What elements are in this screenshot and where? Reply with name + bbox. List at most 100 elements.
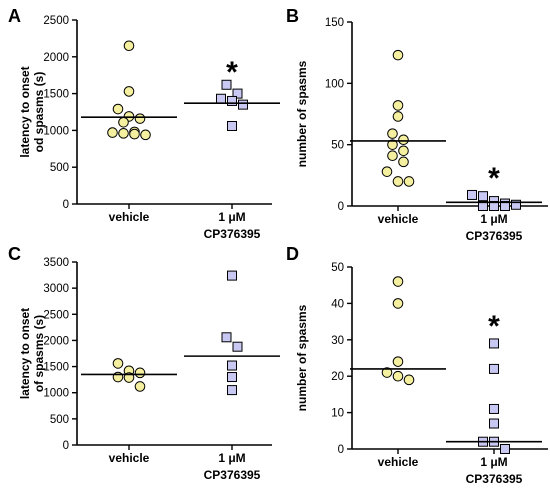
y-tick-label: 2000: [43, 52, 69, 64]
y-tick-label: 20: [331, 371, 344, 383]
y-tick-label: 3500: [43, 257, 69, 269]
category-label: CP376395: [204, 227, 261, 241]
y-tick-label: 0: [338, 201, 344, 213]
y-tick-label: 1500: [43, 89, 69, 101]
data-point-circle: [392, 276, 404, 287]
data-point-circle: [118, 117, 129, 128]
data-point-circle: [392, 370, 404, 382]
data-point-square: [227, 372, 237, 383]
y-tick-label: 2500: [43, 15, 69, 27]
data-point-square: [489, 418, 499, 429]
data-point-circle: [381, 166, 393, 177]
data-point-circle: [392, 176, 404, 187]
data-point-circle: [392, 111, 404, 122]
category-label: vehicle: [378, 455, 419, 469]
panel-letter: C: [8, 244, 21, 264]
panel-d: D 0 10 20 30 40 50 vehicle 1 μM CP376395 number of…: [286, 244, 548, 486]
category-label: CP376395: [204, 468, 261, 482]
category-label: 1 μM: [480, 212, 507, 226]
data-point-circle: [392, 298, 404, 309]
data-point-circle: [392, 356, 404, 367]
panel-letter: B: [286, 6, 299, 26]
data-point-square: [227, 360, 237, 371]
data-point-square: [500, 444, 510, 454]
data-point-square: [216, 93, 226, 104]
category-label: vehicle: [109, 451, 150, 465]
y-axis-title: latency to onset: [18, 308, 32, 399]
data-point-circle: [123, 40, 135, 52]
y-axis-title: number of spasms: [295, 304, 309, 411]
data-point-circle: [387, 128, 398, 139]
significance-star: *: [488, 162, 500, 195]
category-label: 1 μM: [218, 210, 245, 224]
data-point-circle: [398, 134, 409, 146]
y-tick-label: 40: [331, 298, 344, 310]
data-point-circle: [107, 127, 118, 138]
panel-letter: D: [286, 244, 299, 264]
y-tick-label: 0: [63, 440, 69, 452]
data-point-circle: [398, 145, 409, 157]
y-axis-title: number of spasms: [295, 60, 309, 167]
y-tick-label: 100: [325, 78, 344, 90]
data-point-square: [227, 385, 237, 396]
data-point-square: [478, 201, 488, 211]
y-tick-label: 2500: [43, 309, 69, 321]
y-tick-label: 1000: [43, 125, 69, 137]
y-tick-label: 500: [50, 414, 69, 426]
y-tick-label: 0: [63, 199, 69, 211]
y-tick-label: 2000: [43, 335, 69, 347]
data-point-square: [500, 201, 510, 211]
data-point-circle: [123, 86, 135, 97]
data-point-square: [489, 201, 499, 211]
data-point-square: [221, 332, 232, 343]
y-tick-label: 0: [338, 444, 344, 456]
category-label: CP376395: [466, 229, 523, 243]
data-point-square: [489, 403, 499, 414]
data-point-circle: [134, 113, 146, 124]
y-tick-label: 50: [331, 140, 344, 152]
category-label: CP376395: [466, 472, 523, 486]
y-tick-label: 150: [325, 17, 344, 29]
data-point-circle: [134, 381, 146, 392]
data-point-square: [489, 338, 499, 349]
data-point-square: [227, 95, 237, 106]
category-label: 1 μM: [480, 455, 507, 469]
data-point-circle: [134, 367, 146, 379]
y-tick-label: 500: [50, 162, 69, 174]
significance-star: *: [488, 310, 500, 343]
data-point-square: [227, 270, 237, 281]
category-label: vehicle: [378, 212, 419, 226]
panel-c: C 0 500 1000 1500 2000 2500 3000 3500 vehicle 1 μM…: [8, 244, 280, 482]
panel-b: B 0 50 100 150 vehicle 1 μM CP376395 number of s…: [286, 6, 548, 243]
data-point-square: [227, 120, 237, 131]
data-point-square: [238, 99, 248, 110]
data-point-circle: [381, 367, 393, 378]
data-point-square: [467, 189, 477, 200]
data-point-circle: [392, 49, 404, 61]
data-point-square: [489, 363, 499, 374]
y-tick-label: 3000: [43, 283, 69, 295]
data-point-circle: [118, 128, 129, 139]
significance-star: *: [226, 56, 238, 89]
y-tick-label: 50: [331, 262, 344, 274]
data-point-square: [232, 341, 243, 352]
data-point-circle: [392, 100, 404, 111]
data-point-circle: [112, 103, 124, 115]
panel-letter: A: [8, 6, 21, 26]
y-axis-title: latency to onset: [18, 66, 32, 157]
data-point-square: [511, 199, 521, 210]
y-tick-label: 1000: [43, 388, 69, 400]
data-point-circle: [398, 156, 409, 168]
category-label: vehicle: [109, 210, 150, 224]
data-point-circle: [129, 128, 140, 140]
data-point-circle: [403, 374, 415, 386]
y-axis-title: of spasms (s): [32, 315, 46, 392]
y-tick-label: 1500: [43, 362, 69, 374]
data-point-circle: [140, 129, 151, 141]
panel-a: A 0 500 1000 1500 2000 2500 vehicle 1 μM CP376395…: [8, 6, 280, 241]
y-tick-label: 10: [331, 408, 344, 420]
category-label: 1 μM: [218, 451, 245, 465]
data-point-circle: [387, 139, 398, 150]
data-point-square: [232, 88, 243, 99]
